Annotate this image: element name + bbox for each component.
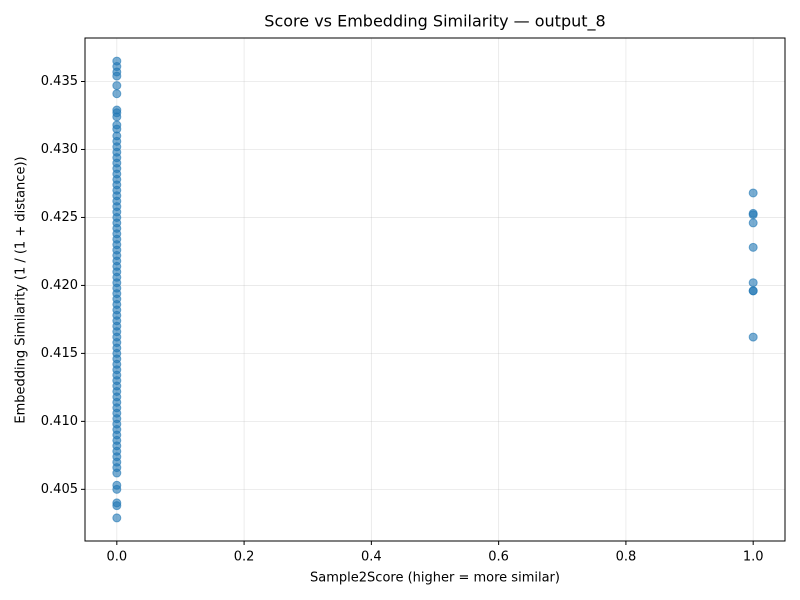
point bbox=[112, 468, 122, 478]
y-axis-label: Embedding Similarity (1 / (1 + distance)… bbox=[14, 156, 29, 423]
x-tick-label: 1.0 bbox=[743, 550, 764, 565]
point bbox=[112, 81, 122, 91]
point bbox=[748, 278, 758, 288]
y-tick-label: 0.410 bbox=[41, 414, 78, 429]
y-tick-label: 0.425 bbox=[41, 210, 78, 225]
point bbox=[112, 501, 122, 511]
point bbox=[748, 188, 758, 198]
x-tick-label: 0.4 bbox=[361, 550, 382, 565]
chart-title: Score vs Embedding Similarity — output_8 bbox=[264, 12, 605, 32]
x-tick-label: 0.8 bbox=[616, 550, 637, 565]
x-tick-label: 0.0 bbox=[106, 550, 127, 565]
point bbox=[748, 218, 758, 228]
point bbox=[748, 210, 758, 220]
y-tick-label: 0.415 bbox=[41, 346, 78, 361]
x-tick-label: 0.6 bbox=[488, 550, 509, 565]
x-axis-label: Sample2Score (higher = more similar) bbox=[310, 571, 560, 586]
point bbox=[112, 112, 122, 122]
point bbox=[112, 484, 122, 494]
point bbox=[748, 332, 758, 342]
y-tick-label: 0.435 bbox=[41, 74, 78, 89]
point bbox=[748, 242, 758, 252]
point bbox=[112, 513, 122, 523]
y-tick-label: 0.405 bbox=[41, 482, 78, 497]
point bbox=[112, 89, 122, 99]
plot-frame bbox=[84, 37, 786, 542]
point bbox=[748, 286, 758, 296]
y-tick-label: 0.420 bbox=[41, 278, 78, 293]
y-tick-label: 0.430 bbox=[41, 142, 78, 157]
point bbox=[112, 71, 122, 81]
x-tick-label: 0.2 bbox=[234, 550, 255, 565]
